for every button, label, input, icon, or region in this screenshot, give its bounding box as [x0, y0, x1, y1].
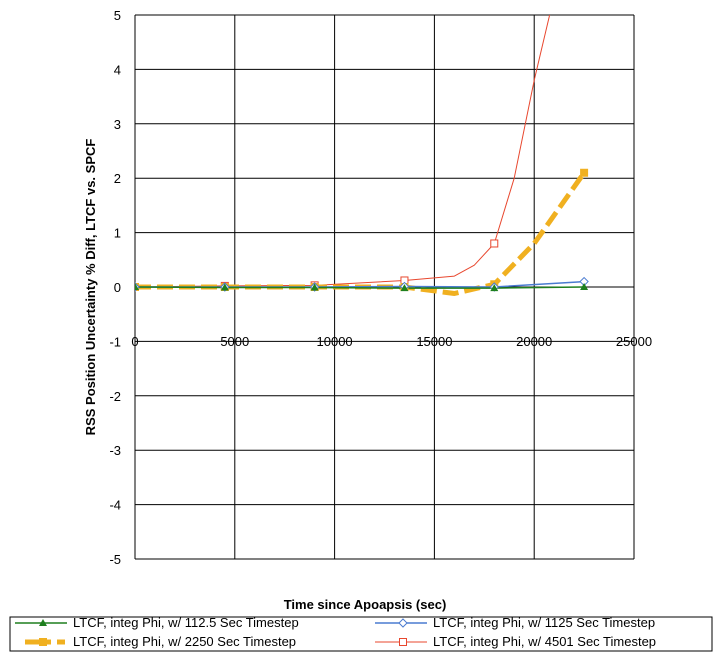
data-point: [400, 284, 409, 292]
data-point: [490, 284, 499, 292]
legend-label: LTCF, integ Phi, w/ 112.5 Sec Timestep: [73, 615, 299, 630]
series-3: [135, 171, 587, 296]
y-tick-label: -4: [109, 498, 121, 513]
legend-item: LTCF, integ Phi, w/ 1125 Sec Timestep: [375, 615, 655, 630]
data-point: [490, 239, 499, 248]
y-tick-label: -3: [109, 443, 121, 458]
data-point: [580, 168, 589, 177]
y-tick-label: -2: [109, 389, 121, 404]
y-axis-title: RSS Position Uncertainty % Diff, LTCF vs…: [83, 139, 98, 436]
data-point: [39, 638, 47, 646]
legend-item: LTCF, integ Phi, w/ 112.5 Sec Timestep: [15, 615, 299, 630]
legend-item: LTCF, integ Phi, w/ 2250 Sec Timestep: [25, 634, 296, 649]
y-tick-label: 1: [114, 226, 121, 241]
x-axis-title: Time since Apoapsis (sec): [284, 597, 447, 612]
x-tick-label: 0: [131, 334, 138, 349]
series-layer: [135, 15, 589, 296]
x-tick-label: 5000: [220, 334, 249, 349]
y-tick-label: 4: [114, 62, 121, 77]
x-tick-label: 15000: [416, 334, 452, 349]
legend-label: LTCF, integ Phi, w/ 4501 Sec Timestep: [433, 634, 656, 649]
legend-box: [9, 616, 713, 652]
y-tick-label: 5: [114, 8, 121, 23]
series-line: [135, 286, 585, 289]
data-point: [399, 638, 407, 646]
data-point: [135, 283, 139, 290]
data-point: [398, 618, 408, 628]
x-tick-labels: 0 5000 10000 15000 20000 25000: [131, 334, 652, 349]
x-tick-label: 25000: [616, 334, 652, 349]
legend: LTCF, integ Phi, w/ 112.5 Sec Timestep LT…: [15, 615, 656, 649]
legend-label: LTCF, integ Phi, w/ 2250 Sec Timestep: [73, 634, 296, 649]
series-1: [135, 286, 585, 289]
y-tick-label: -1: [109, 334, 121, 349]
grid: [134, 14, 635, 560]
y-tick-labels: -5 -4 -3 -2 -1 0 1 2 3 4 5: [109, 8, 121, 567]
y-tick-label: 2: [114, 171, 121, 186]
series-markers-1: [135, 283, 589, 292]
x-tick-label: 20000: [516, 334, 552, 349]
legend-item: LTCF, integ Phi, w/ 4501 Sec Timestep: [375, 634, 656, 649]
y-tick-label: -5: [109, 552, 121, 567]
y-tick-label: 0: [114, 280, 121, 295]
legend-label: LTCF, integ Phi, w/ 1125 Sec Timestep: [433, 615, 655, 630]
data-point: [39, 619, 47, 626]
y-tick-label: 3: [114, 117, 121, 132]
series-line: [135, 171, 587, 296]
data-point: [310, 283, 319, 291]
x-tick-label: 10000: [317, 334, 353, 349]
data-point: [220, 283, 229, 291]
data-point: [580, 283, 589, 290]
